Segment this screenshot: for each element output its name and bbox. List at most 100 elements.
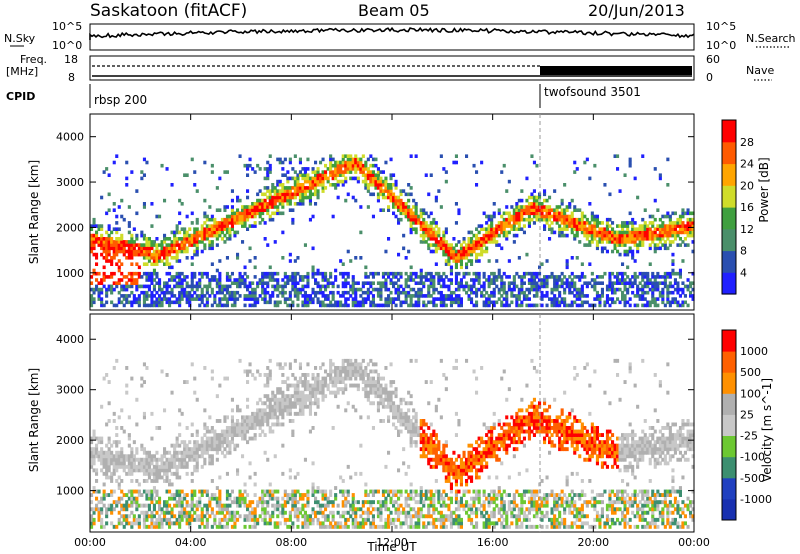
power-cell [676,217,680,222]
power-cell [424,224,428,228]
power-cell [668,275,672,279]
power-cell [678,221,682,225]
velocity-cell [268,408,272,413]
power-cell [427,233,431,238]
power-cell [261,290,265,295]
power-cell [638,240,642,244]
velocity-cell [321,521,325,526]
velocity-cell [210,461,214,466]
velocity-cell [170,514,174,519]
power-cell [301,284,305,289]
power-cell [482,271,486,276]
power-cell [256,163,260,168]
power-cell [623,278,627,282]
power-cell [384,186,388,190]
velocity-cell [97,507,101,512]
power-cell [253,265,257,270]
power-cell [203,233,207,238]
power-cell [462,275,466,279]
power-cell [92,243,96,247]
power-cell [648,243,652,247]
velocity-cell [158,464,162,469]
velocity-cell [220,440,224,445]
velocity-cell [301,503,305,508]
power-cell [673,227,677,231]
power-cell [598,237,602,241]
power-cell [145,275,149,279]
power-cell [268,189,272,193]
power-cell [341,170,345,174]
velocity-cell [246,380,250,384]
power-cell [626,221,630,225]
power-cell [107,249,111,254]
power-cell [409,265,413,270]
power-cell [671,297,675,301]
power-cell [296,173,300,177]
velocity-cell [223,503,227,508]
power-cell [616,167,620,171]
power-cell [671,211,675,216]
velocity-cell [188,457,192,462]
power-cell [648,214,652,219]
power-cell [600,230,604,235]
power-cell [379,290,383,295]
power-cell [424,278,428,282]
velocity-cell [251,510,255,515]
power-cell [230,205,234,209]
power-cell [125,160,129,165]
power-cell [412,211,416,216]
power-cell [575,221,579,225]
power-cell [180,249,184,254]
velocity-cell [248,510,252,515]
power-cell [298,290,302,295]
power-cell [228,294,232,298]
velocity-cell [125,521,129,526]
power-cell [236,281,240,285]
power-cell [142,252,146,257]
power-cell [522,271,526,276]
power-cell [165,300,169,305]
power-cell [560,227,564,231]
velocity-cell [132,496,136,501]
power-cell [588,303,592,308]
velocity-cell [301,408,305,413]
power-cell [276,183,280,187]
velocity-cell [288,383,292,388]
power-cell [683,211,687,216]
power-cell [510,287,514,292]
power-cell [641,233,645,238]
power-cell [190,211,194,216]
velocity-heatmap-cells [90,358,695,529]
power-cell [565,265,569,270]
power-cell [180,243,184,247]
power-cell [105,243,109,247]
power-cell [603,233,607,238]
power-cell [276,294,280,298]
power-cell [588,240,592,244]
power-cell [605,224,609,228]
power-cell [419,211,423,216]
power-cell [555,211,559,216]
power-cell [230,208,234,212]
power-cell [658,176,662,181]
power-cell [570,217,574,222]
power-cell [530,287,534,292]
power-cell [110,300,114,305]
power-cell [631,217,635,222]
power-cell [203,160,207,165]
power-cell [225,224,229,228]
velocity-cell [105,464,109,469]
power-cell [225,217,229,222]
power-cell [261,297,265,301]
velocity-cell [130,464,134,469]
power-cell [671,271,675,276]
power-cell [248,246,252,251]
velocity-cell [238,496,242,501]
power-cell [160,287,164,292]
velocity-cell [331,376,335,381]
velocity-cell [193,443,197,448]
power-cell [475,287,479,292]
velocity-cell [278,401,282,406]
velocity-cell [276,404,280,409]
